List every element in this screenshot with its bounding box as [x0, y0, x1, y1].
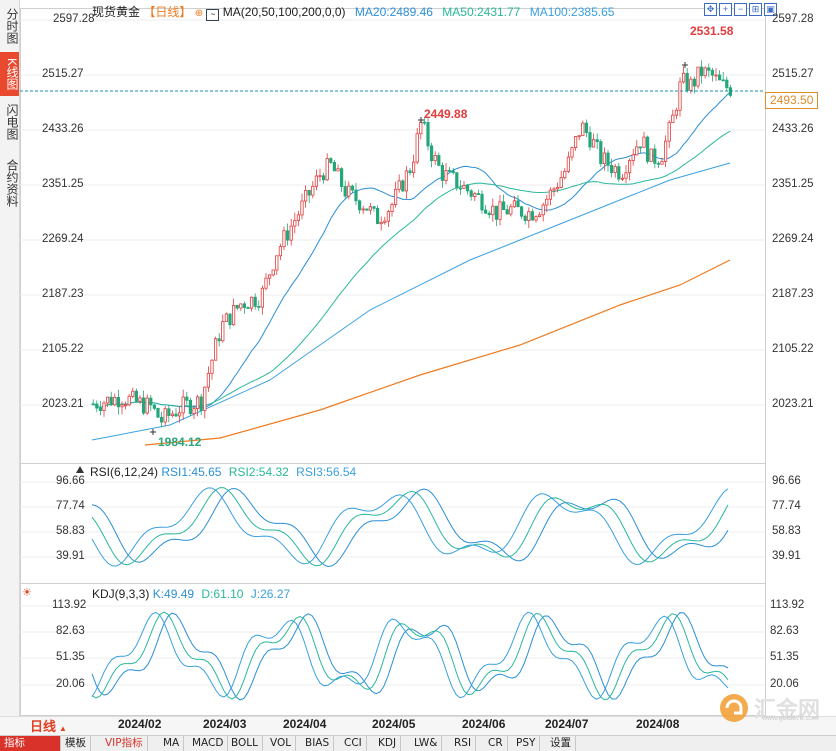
high-annotation: 2531.58	[690, 24, 734, 38]
left-sidebar: 分时图 K线图 闪电图 合约资料	[0, 0, 20, 716]
indicator-tab-bar: 指标 模板 VIP指标 MA MACD BOLL VOL BIAS CCI KD…	[0, 735, 836, 751]
period-tag: 【日线】	[143, 5, 192, 19]
tab-cr[interactable]: CR	[484, 736, 508, 751]
y-tick-right-4: 2269.24	[772, 233, 814, 245]
ma-params: MA(20,50,100,200,0,0)	[222, 5, 346, 19]
tab-flash[interactable]: 闪电图	[5, 104, 19, 140]
rsi2-value: RSI2:54.32	[228, 465, 289, 479]
tab-timeshare[interactable]: 分时图	[5, 8, 19, 44]
y-tick-right-3: 2351.25	[772, 178, 814, 190]
ma100-value: MA100:2385.65	[529, 5, 615, 19]
y-tick-right-5: 2187.23	[772, 288, 814, 300]
tab-kline[interactable]: K线图	[0, 52, 19, 96]
tab-psy[interactable]: PSY	[512, 736, 541, 751]
y-tick-right-1: 2515.27	[772, 68, 814, 80]
watermark-brand: 汇金网	[754, 697, 821, 722]
watermark-url: www.gold678.com	[762, 715, 819, 722]
y-tick-left-4: 2269.24	[42, 233, 84, 245]
y-tick-left-3: 2351.25	[42, 178, 84, 190]
ma-settings-icon[interactable]: ~	[206, 9, 220, 21]
rsi-tick-left-0: 96.66	[56, 475, 85, 487]
tab-indicator[interactable]: 指标	[0, 736, 61, 751]
collapse-arrow-icon[interactable]	[76, 466, 84, 473]
y-tick-left-1: 2515.27	[42, 68, 84, 80]
x-label-4: 2024/06	[462, 717, 506, 731]
rsi-legend: RSI(6,12,24) RSI1:45.65 RSI2:54.32 RSI3:…	[90, 465, 356, 479]
y-tick-left-6: 2105.22	[42, 343, 84, 355]
y-tick-left-5: 2187.23	[42, 288, 84, 300]
zoom-in-icon[interactable]: +	[719, 3, 732, 16]
tab-vol[interactable]: VOL	[266, 736, 297, 751]
fullscreen-icon[interactable]: ▣	[764, 3, 777, 16]
tab-settings[interactable]: 设置	[546, 736, 576, 751]
tab-template[interactable]: 模板	[61, 736, 91, 751]
tab-boll[interactable]: BOLL	[227, 736, 263, 751]
mid-high-annotation: 2449.88	[424, 107, 468, 121]
x-label-3: 2024/05	[372, 717, 416, 731]
panel-frames	[20, 8, 766, 716]
move-icon[interactable]: ✥	[704, 3, 717, 16]
rsi-tick-right-3: 39.91	[772, 550, 801, 562]
y-tick-right-2: 2433.26	[772, 123, 814, 135]
settings-sun-icon[interactable]: ☀	[22, 587, 32, 599]
y-tick-left-0: 2597.28	[53, 13, 95, 25]
j-value: J:26.27	[250, 587, 291, 601]
rsi-tick-right-0: 96.66	[772, 475, 801, 487]
period-up-arrow-icon: ▲	[59, 724, 67, 733]
y-tick-right-7: 2023.21	[772, 398, 814, 410]
kdj-tick-right-1: 82.63	[770, 625, 799, 637]
rsi-tick-left-3: 39.91	[56, 550, 85, 562]
crosshair-icon[interactable]: ⊞	[749, 3, 762, 16]
symbol-name: 现货黄金	[92, 5, 141, 19]
current-price-badge: 2493.50	[765, 92, 819, 109]
x-label-6: 2024/08	[636, 717, 680, 731]
watermark-logo: 汇金网 www.gold678.com	[718, 690, 833, 726]
time-axis-bar: 日线 ▲	[0, 716, 836, 736]
tab-ma[interactable]: MA	[159, 736, 185, 751]
period-chevron-icon[interactable]: ⊕	[194, 8, 204, 19]
rsi-title: RSI(6,12,24)	[90, 465, 159, 479]
y-tick-right-0: 2597.28	[772, 13, 814, 25]
ma50-value: MA50:2431.77	[442, 5, 521, 19]
y-tick-left-2: 2433.26	[42, 123, 84, 135]
rsi-tick-left-1: 77.74	[56, 500, 85, 512]
kdj-tick-right-0: 113.92	[770, 599, 805, 611]
tab-macd[interactable]: MACD	[188, 736, 229, 751]
kdj-title: KDJ(9,3,3)	[92, 587, 150, 601]
tab-bias[interactable]: BIAS	[301, 736, 335, 751]
rsi-tick-right-2: 58.83	[772, 525, 801, 537]
rsi-tick-right-1: 77.74	[772, 500, 801, 512]
k-value: K:49.49	[152, 587, 195, 601]
x-label-1: 2024/03	[203, 717, 247, 731]
x-label-5: 2024/07	[545, 717, 589, 731]
d-value: D:61.10	[201, 587, 244, 601]
kdj-tick-left-0: 113.92	[52, 599, 87, 611]
kdj-tick-left-3: 20.06	[56, 678, 85, 690]
x-label-0: 2024/02	[118, 717, 162, 731]
tab-rsi[interactable]: RSI	[450, 736, 477, 751]
period-selector-button[interactable]: 日线 ▲	[30, 719, 67, 734]
kdj-legend: KDJ(9,3,3) K:49.49 D:61.10 J:26.27	[92, 587, 290, 601]
chart-legend: 现货黄金 【日线】 ⊕ ~ MA(20,50,100,200,0,0) MA20…	[92, 3, 614, 21]
tab-kdj[interactable]: KDJ	[374, 736, 402, 751]
kdj-tick-right-3: 20.06	[770, 678, 799, 690]
tab-vip-indicator[interactable]: VIP指标	[101, 736, 148, 751]
rsi1-value: RSI1:45.65	[161, 465, 222, 479]
ma20-value: MA20:2489.46	[354, 5, 433, 19]
y-tick-left-7: 2023.21	[42, 398, 84, 410]
tab-contract-info[interactable]: 合约资料	[5, 159, 19, 207]
x-label-2: 2024/04	[283, 717, 327, 731]
chart-area[interactable]: 现货黄金 【日线】 ⊕ ~ MA(20,50,100,200,0,0) MA20…	[20, 0, 836, 716]
kdj-tick-right-2: 51.35	[770, 651, 799, 663]
rsi3-value: RSI3:56.54	[296, 465, 357, 479]
tab-cci[interactable]: CCI	[340, 736, 367, 751]
tab-lwr[interactable]: LW&	[410, 736, 443, 751]
zoom-out-icon[interactable]: −	[734, 3, 747, 16]
y-tick-right-6: 2105.22	[772, 343, 814, 355]
kdj-tick-left-2: 51.35	[56, 651, 85, 663]
low-annotation: 1984.12	[158, 435, 202, 449]
kdj-tick-left-1: 82.63	[56, 625, 85, 637]
rsi-tick-left-2: 58.83	[56, 525, 85, 537]
